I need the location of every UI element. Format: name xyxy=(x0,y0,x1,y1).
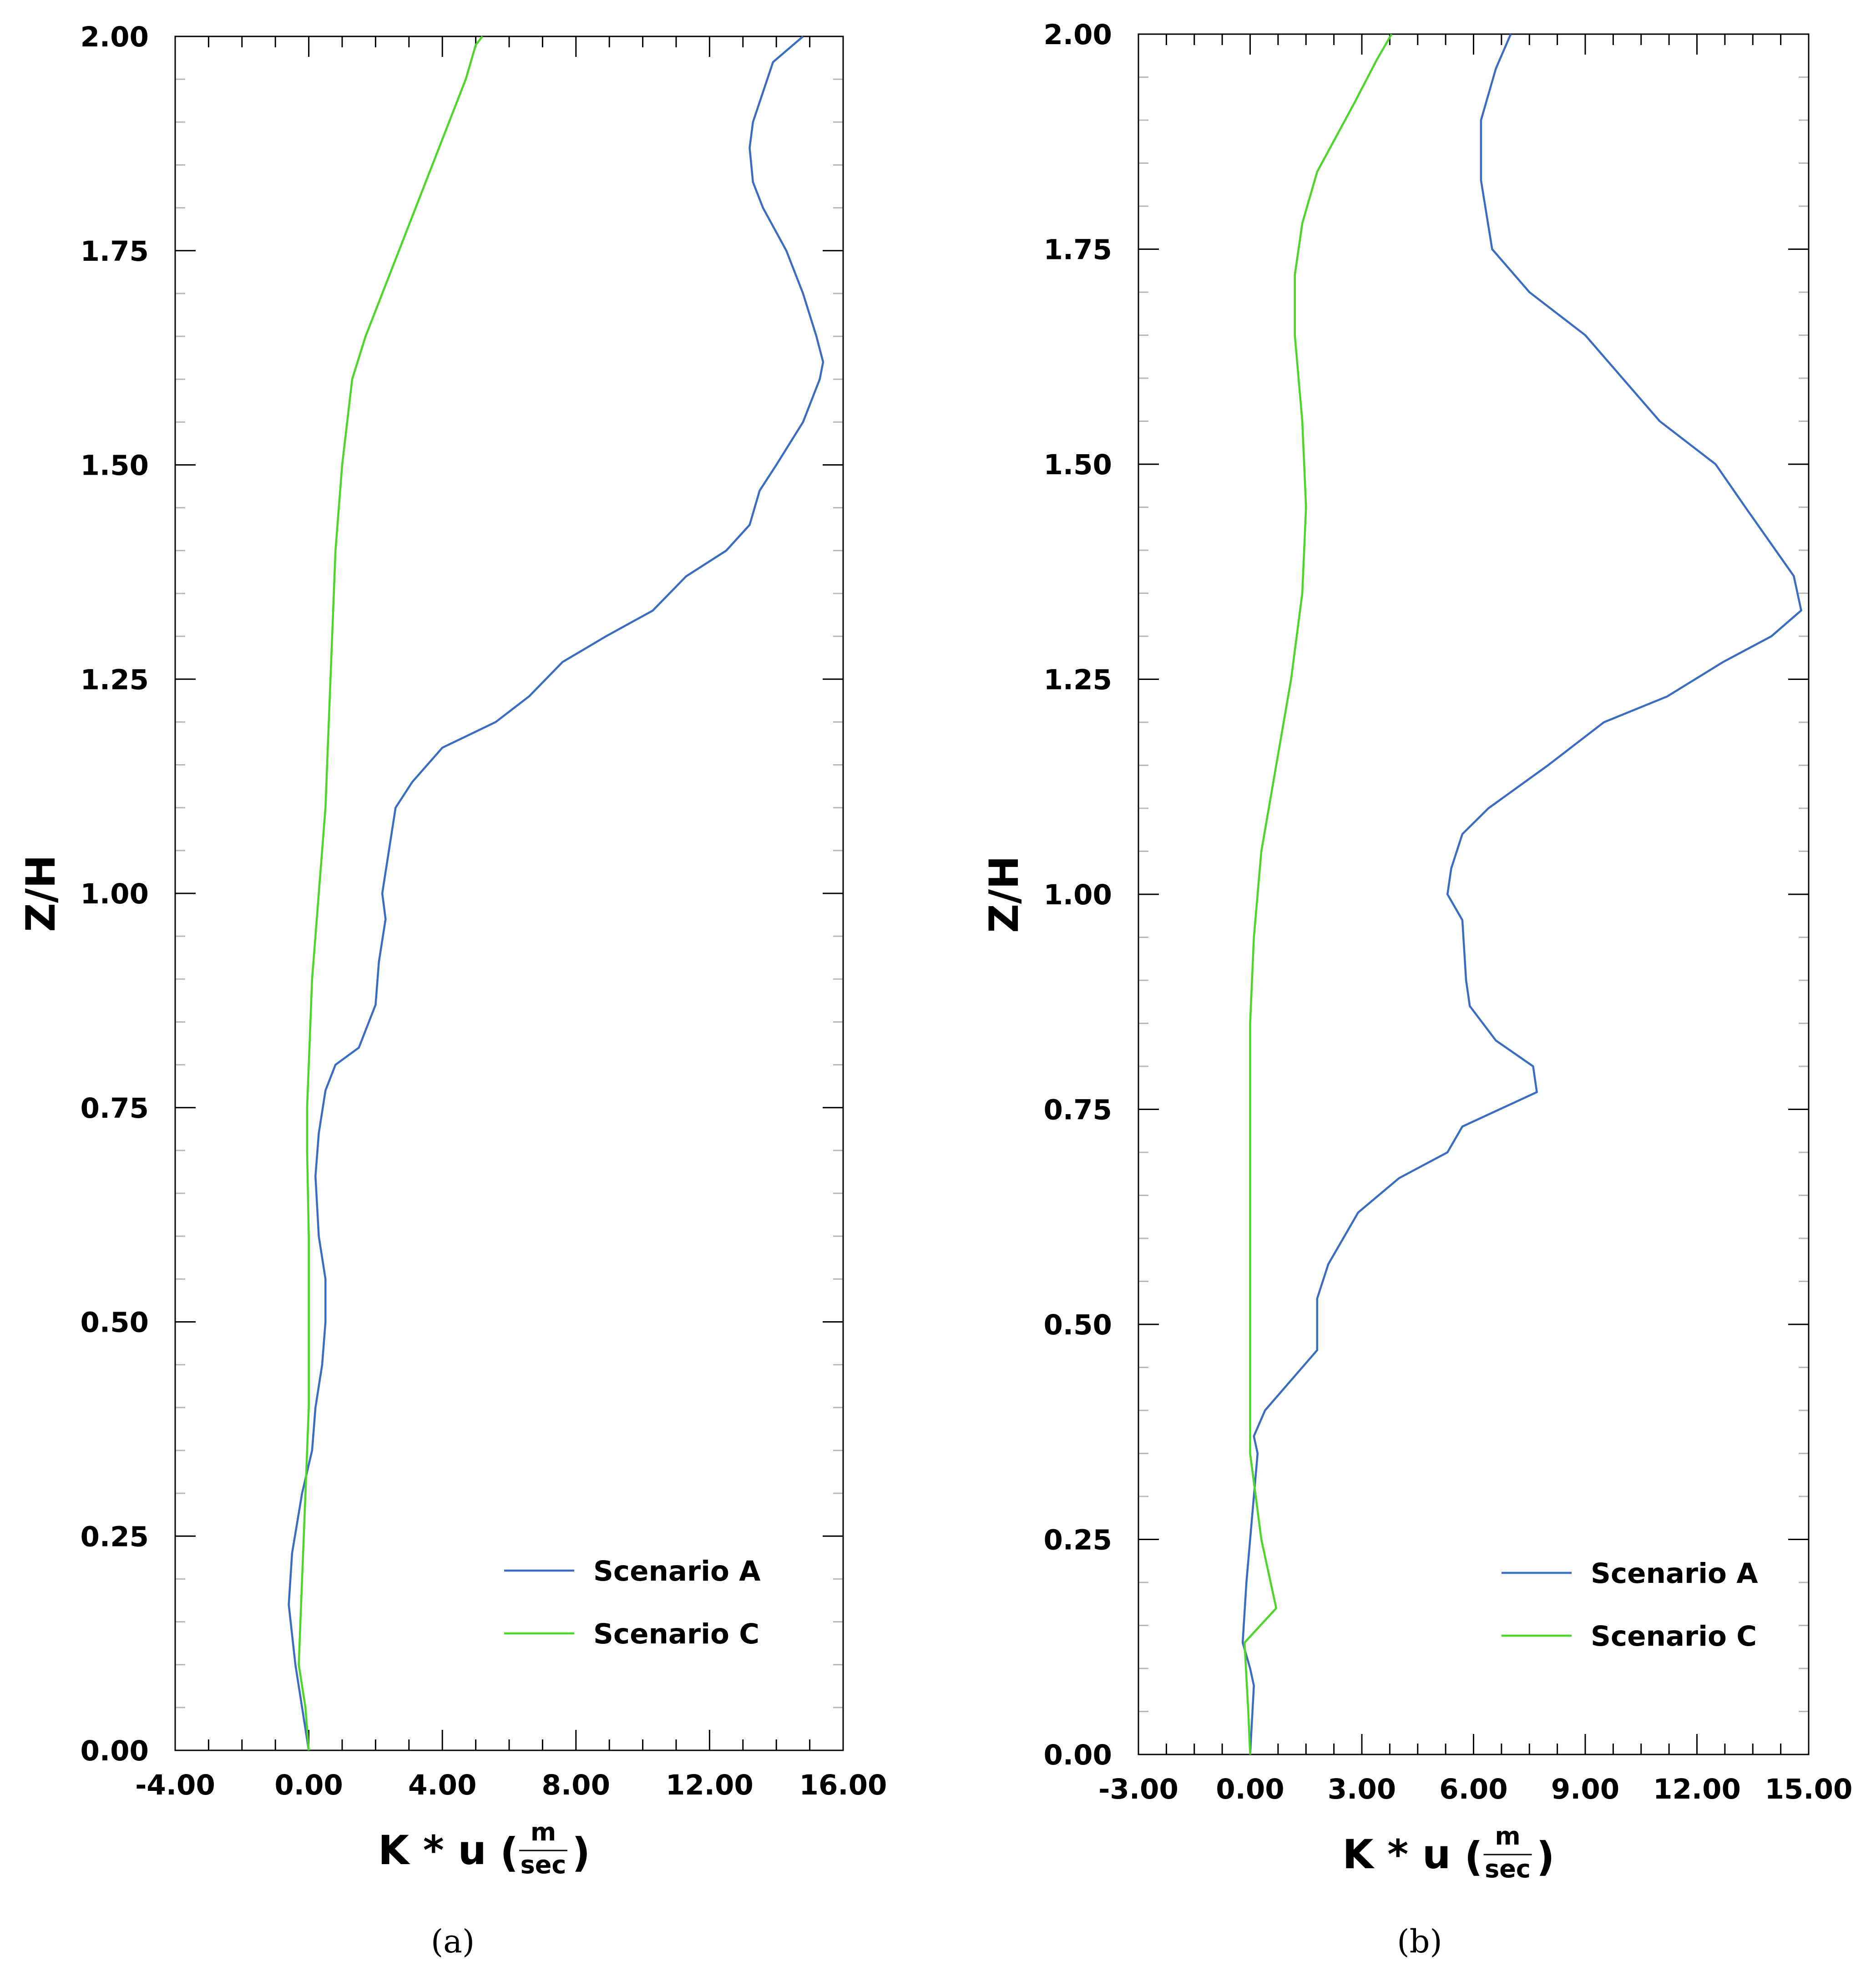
x-axis-title: K * u xyxy=(378,1827,486,1874)
series-line-scenario-a xyxy=(1241,34,1802,1755)
y-tick-label: 1.50 xyxy=(80,450,149,482)
x-tick-label: 12.00 xyxy=(666,1769,753,1801)
x-unit-denominator: sec xyxy=(1485,1855,1531,1883)
series-line-scenario-c xyxy=(298,35,484,1751)
series-line-scenario-a xyxy=(288,35,824,1751)
panel-caption: (b) xyxy=(1397,1923,1442,1960)
x-tick-label: 12.00 xyxy=(1653,1773,1741,1805)
y-tick-label: 0.00 xyxy=(80,1735,149,1767)
y-axis-title: Z/H xyxy=(17,855,64,932)
y-tick-label: 1.00 xyxy=(80,878,149,910)
y-tick-label: 1.00 xyxy=(1043,879,1112,911)
legend-label: Scenario A xyxy=(1591,1557,1758,1590)
x-axis-paren-open: ( xyxy=(1465,1833,1483,1880)
y-tick-label: 0.25 xyxy=(80,1521,149,1553)
legend-label: Scenario C xyxy=(593,1618,759,1650)
x-tick-label: 6.00 xyxy=(1439,1773,1508,1805)
panel-caption: (a) xyxy=(431,1923,475,1960)
y-tick-label: 1.25 xyxy=(1043,664,1112,696)
y-tick-label: 1.75 xyxy=(1043,234,1112,266)
x-axis-paren-open: ( xyxy=(500,1829,518,1876)
x-tick-label: -4.00 xyxy=(135,1769,215,1801)
x-axis-paren-close: ) xyxy=(1537,1833,1555,1880)
x-axis-title: K * u xyxy=(1342,1831,1451,1878)
y-tick-label: 0.25 xyxy=(1043,1524,1112,1556)
y-tick-label: 0.75 xyxy=(1043,1094,1112,1126)
y-tick-label: 0.00 xyxy=(1043,1739,1112,1771)
y-tick-label: 0.50 xyxy=(80,1307,149,1339)
x-unit-numerator: m xyxy=(1495,1822,1520,1850)
y-tick-label: 1.25 xyxy=(80,664,149,696)
series-line-scenario-c xyxy=(1243,33,1393,1755)
y-tick-label: 0.75 xyxy=(80,1092,149,1125)
legend-label: Scenario C xyxy=(1591,1620,1757,1653)
y-tick-label: 1.75 xyxy=(80,235,149,268)
plot-frame xyxy=(1138,33,1810,1755)
x-tick-label: 4.00 xyxy=(408,1769,477,1801)
y-tick-label: 2.00 xyxy=(1043,19,1112,51)
x-axis-paren-close: ) xyxy=(572,1829,590,1876)
x-tick-label: 15.00 xyxy=(1765,1773,1853,1805)
x-tick-label: 16.00 xyxy=(799,1769,887,1801)
panel-a: 0.00 0.25 0.50 0.75 1.00 1.25 1.50 1.75 2.00 -4.0… xyxy=(17,21,887,1960)
x-unit-numerator: m xyxy=(531,1818,556,1846)
x-tick-label: -3.00 xyxy=(1098,1773,1178,1805)
panel-b: 0.00 0.25 0.50 0.75 1.00 1.25 1.50 1.75 2.00 -3.0… xyxy=(981,19,1852,1960)
x-tick-label: 0.00 xyxy=(1216,1773,1284,1805)
y-tick-label: 2.00 xyxy=(80,21,149,53)
plot-frame xyxy=(174,35,844,1751)
x-tick-label: 9.00 xyxy=(1551,1773,1620,1805)
x-tick-label: 0.00 xyxy=(274,1769,343,1801)
legend-label: Scenario A xyxy=(593,1555,760,1587)
y-axis-title: Z/H xyxy=(981,856,1027,933)
y-tick-label: 0.50 xyxy=(1043,1309,1112,1341)
y-tick-label: 1.50 xyxy=(1043,449,1112,481)
x-unit-denominator: sec xyxy=(521,1850,566,1879)
x-tick-label: 3.00 xyxy=(1328,1773,1396,1805)
x-tick-label: 8.00 xyxy=(542,1769,611,1801)
